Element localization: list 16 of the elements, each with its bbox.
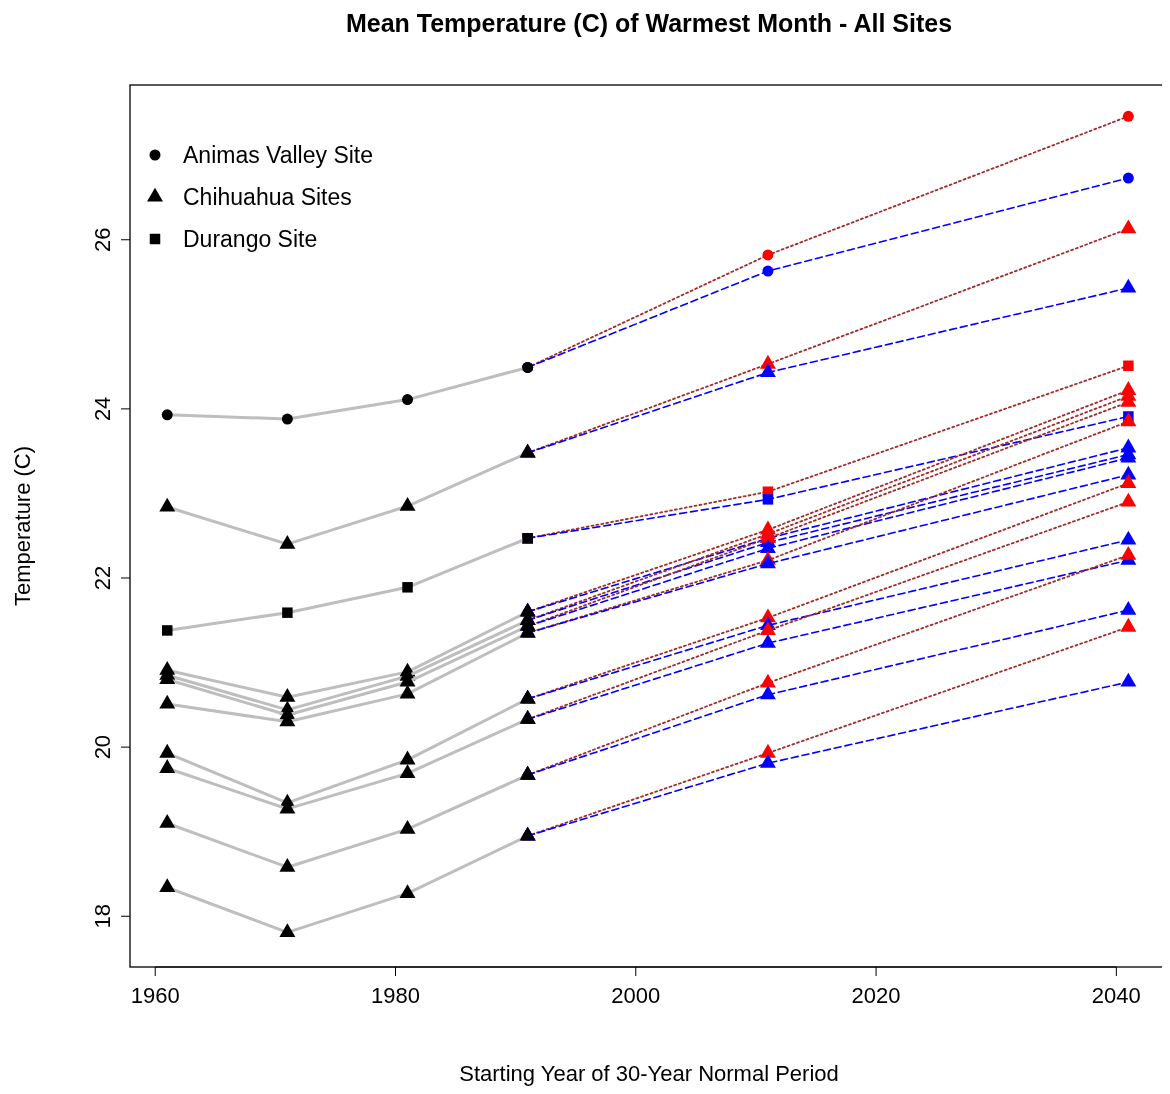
y-axis-title: Temperature (C): [10, 445, 35, 607]
x-axis-title: Starting Year of 30-Year Normal Period: [459, 1061, 839, 1086]
x-tick-label: 2040: [1091, 983, 1141, 1008]
y-tick-label: 22: [90, 565, 115, 591]
y-tick-label: 20: [90, 734, 115, 760]
chart-title: Mean Temperature (C) of Warmest Month - All Sites: [345, 9, 953, 37]
x-tick-label: 2000: [611, 983, 661, 1008]
y-tick-label: 18: [90, 904, 115, 929]
x-tick-label: 2020: [851, 983, 901, 1008]
x-tick-label: 1980: [371, 983, 420, 1008]
x-tick-label: 1960: [130, 983, 180, 1008]
y-tick-label: 24: [90, 396, 115, 422]
legend-label: Chihuahua Sites: [183, 184, 352, 210]
legend-label: Durango Site: [183, 226, 318, 252]
y-tick-label: 26: [90, 227, 115, 252]
legend-label: Animas Valley Site: [183, 142, 374, 168]
